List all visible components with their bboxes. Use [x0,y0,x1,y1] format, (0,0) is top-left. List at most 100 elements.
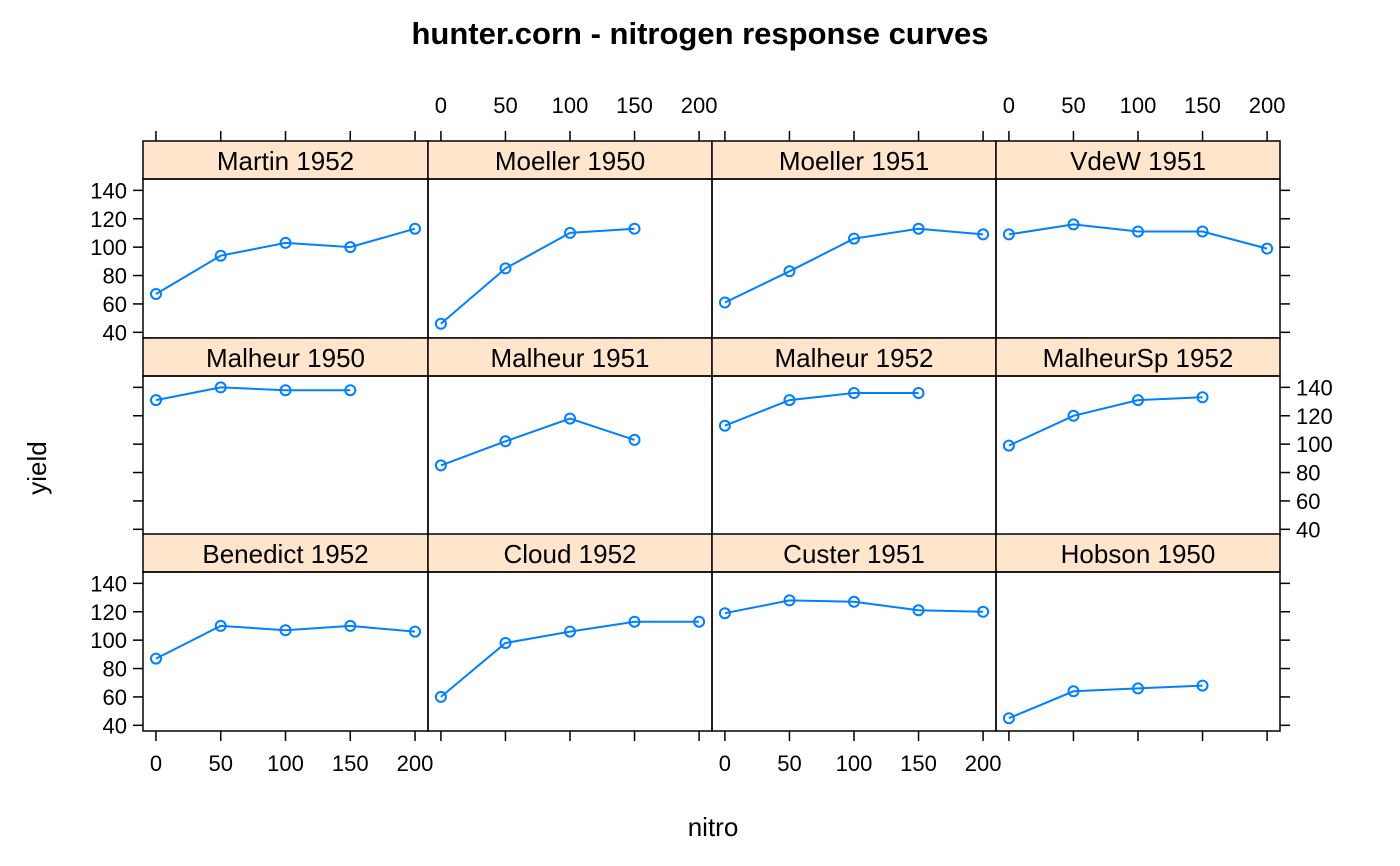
panel-frame [427,375,713,536]
panel-frame [142,571,429,732]
data-point [783,594,796,607]
panel-strip [711,533,997,573]
x-tick-label-top: 0 [1003,93,1015,118]
data-point [1067,409,1080,422]
panel: Benedict 1952 [142,533,429,732]
chart-title: hunter.corn - nitrogen response curves [411,16,988,51]
panel: Malheur 1951 [427,337,713,536]
panel-strip-label: Moeller 1950 [495,146,645,176]
y-axis-label: yield [22,441,52,494]
data-point [1002,712,1015,725]
x-tick-label-bottom: 150 [332,751,369,776]
panel-frame [995,571,1281,732]
x-tick-label-top: 50 [1061,93,1085,118]
y-tick-label-right: 60 [1296,489,1320,514]
panel-strip [995,140,1281,180]
series-line [155,227,416,295]
x-tick-label-top: 50 [493,93,517,118]
panel: Custer 1951 [711,533,997,732]
series-line [440,620,700,698]
x-tick-label-top: 100 [552,93,589,118]
y-tick-label-left: 140 [90,178,127,203]
x-tick-label-top: 200 [1249,93,1286,118]
panel-strip-label: VdeW 1951 [1070,146,1206,176]
panel-strip-label: Moeller 1951 [779,146,929,176]
series-line [440,227,635,325]
panel-strip [995,533,1281,573]
y-tick-label-right: 140 [1296,375,1333,400]
panel-frame [711,178,997,339]
data-point [214,381,227,394]
panel-strip-label: Martin 1952 [217,146,354,176]
data-point [214,249,227,262]
data-point [564,625,576,638]
panel-strip-label: Malheur 1951 [491,343,650,373]
panel-frame [142,375,429,536]
data-point [434,317,447,330]
series-line [1008,396,1203,447]
panel-strip [142,140,429,180]
data-point [783,265,796,278]
panel-frame [427,178,713,339]
data-point [150,288,162,300]
x-axis-label: nitro [688,812,739,842]
panel: Martin 1952 [142,140,429,339]
data-point [279,624,292,637]
data-point [434,459,447,472]
series-line [724,392,919,427]
x-tick-label-bottom: 150 [900,751,937,776]
x-tick-label-bottom: 0 [719,751,731,776]
y-tick-label-left: 80 [103,657,127,682]
x-tick-label-top: 150 [616,93,653,118]
y-tick-label-right: 80 [1296,461,1320,486]
panel-strip-label: Hobson 1950 [1061,539,1216,569]
data-point [344,241,357,254]
x-tick-label-bottom: 200 [965,751,1002,776]
x-tick-label-bottom: 50 [777,751,801,776]
panel: Malheur 1950 [142,337,429,536]
y-tick-label-left: 100 [90,235,127,260]
panel-strip-label: Malheur 1950 [206,343,365,373]
data-point [279,236,292,249]
x-tick-label-bottom: 200 [397,751,434,776]
y-tick-label-left: 40 [103,320,127,345]
panel-strip [995,337,1281,377]
data-point [564,412,576,425]
data-point [1002,228,1015,241]
data-point [718,607,731,620]
panel: MalheurSp 1952 [995,337,1281,536]
data-point [214,619,227,632]
data-point [1196,679,1209,692]
data-point [279,384,292,397]
data-point [1132,682,1144,695]
panel: Hobson 1950 [995,533,1281,732]
panel: Moeller 1951 [711,140,997,339]
data-point [848,595,860,608]
data-point [344,619,357,632]
data-point [628,615,641,628]
y-tick-label-left: 60 [103,292,127,317]
data-point [1132,225,1144,238]
panel-strip [427,533,713,573]
data-point [434,690,447,703]
data-point [1261,242,1274,255]
data-point [150,652,162,665]
data-point [783,394,796,407]
panel-frame [142,178,429,339]
panel-strip-label: Cloud 1952 [504,539,637,569]
panel: Moeller 1950 [427,140,713,339]
panels: 0 50 100 150 200 0 50 100 150 200 0 50 100 150 200 0 50 1… [90,93,1332,776]
panel: VdeW 1951 [995,140,1281,339]
data-point [848,387,860,399]
data-point [848,232,860,245]
data-point [628,433,641,446]
x-tick-label-top: 100 [1120,93,1157,118]
data-point [1067,218,1080,231]
data-point [912,222,925,235]
x-tick-label-bottom: 100 [267,751,304,776]
data-point [150,394,162,407]
data-point [693,615,706,628]
y-tick-label-left: 120 [90,600,127,625]
series-line [724,227,984,304]
y-tick-label-right: 120 [1296,404,1333,429]
